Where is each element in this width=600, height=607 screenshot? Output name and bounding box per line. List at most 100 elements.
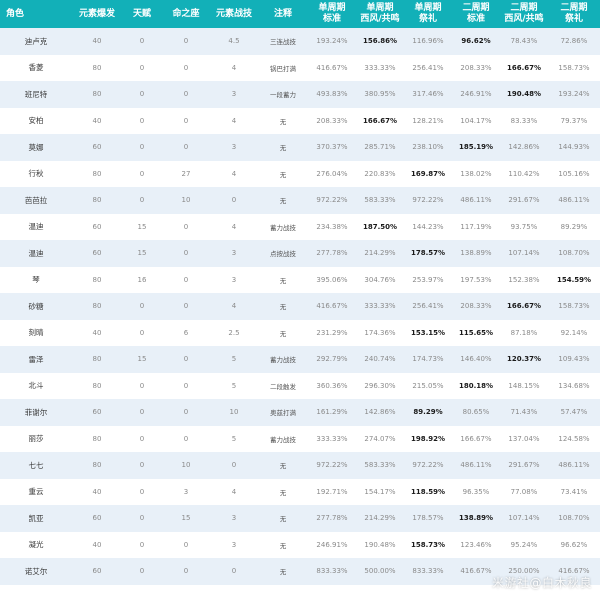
recharge-value: 166.67% [356,107,404,134]
table-row: 琴 80 16 0 3 无 395.06% 304.76% 253.97% 197.53% 152.… [0,266,600,293]
recharge-value: 277.78% [308,505,356,532]
recharge-value: 124.58% [548,425,600,452]
recharge-value: 146.40% [452,346,500,373]
skill-value: 4.5 [210,28,258,55]
burst-energy: 80 [72,293,122,320]
skill-value: 4 [210,107,258,134]
recharge-value: 77.08% [500,478,548,505]
recharge-value: 274.07% [356,425,404,452]
character-name: 重云 [0,478,72,505]
recharge-value: 583.33% [356,187,404,214]
recharge-value: 190.48% [500,81,548,108]
constellation-value: 15 [162,505,210,532]
table-row: 七七 80 0 10 0 无 972.22% 583.33% 972.22% 486.11% 291… [0,452,600,479]
recharge-value: 96.62% [548,531,600,558]
note-cell: 蓄力战技 [258,213,308,240]
constellation-value: 0 [162,346,210,373]
recharge-value: 486.11% [548,187,600,214]
table-row: 班尼特 80 0 0 3 一段蓄力 493.83% 380.95% 317.46% 246.91%… [0,81,600,108]
note-cell: 蓄力战技 [258,425,308,452]
recharge-value: 416.67% [452,558,500,585]
constellation-value: 27 [162,160,210,187]
talent-value: 0 [122,478,162,505]
column-header: 单周期 标准 [308,0,356,28]
constellation-value: 6 [162,319,210,346]
recharge-value: 256.41% [404,293,452,320]
constellation-value: 0 [162,372,210,399]
burst-energy: 60 [72,558,122,585]
recharge-value: 161.29% [308,399,356,426]
recharge-value: 95.24% [500,531,548,558]
character-name: 七七 [0,452,72,479]
recharge-value: 123.46% [452,531,500,558]
recharge-value: 192.71% [308,478,356,505]
recharge-value: 208.33% [452,293,500,320]
character-name: 香菱 [0,54,72,81]
talent-value: 0 [122,425,162,452]
recharge-value: 108.70% [548,505,600,532]
skill-value: 5 [210,372,258,399]
character-name: 凝光 [0,531,72,558]
burst-energy: 80 [72,81,122,108]
recharge-value: 120.37% [500,346,548,373]
table-row: 温迪 60 15 0 3 点按战技 277.78% 214.29% 178.57% 138.89%… [0,240,600,267]
talent-value: 15 [122,346,162,373]
recharge-value: 138.89% [452,240,500,267]
character-name: 芭芭拉 [0,187,72,214]
character-name: 温迪 [0,213,72,240]
constellation-value: 0 [162,107,210,134]
talent-value: 0 [122,107,162,134]
constellation-value: 0 [162,240,210,267]
burst-energy: 60 [72,399,122,426]
talent-value: 0 [122,28,162,55]
talent-value: 0 [122,505,162,532]
note-cell: 无 [258,293,308,320]
recharge-value: 142.86% [500,134,548,161]
constellation-value: 0 [162,134,210,161]
character-name: 雷泽 [0,346,72,373]
character-name: 北斗 [0,372,72,399]
recharge-value: 166.67% [500,54,548,81]
recharge-value: 104.17% [452,107,500,134]
skill-value: 5 [210,425,258,452]
character-name: 班尼特 [0,81,72,108]
table-row: 北斗 80 0 0 5 二段触发 360.36% 296.30% 215.05% 180.18% 1… [0,372,600,399]
recharge-value: 166.67% [500,293,548,320]
recharge-value: 833.33% [308,558,356,585]
character-name: 丽莎 [0,425,72,452]
note-cell: 无 [258,319,308,346]
burst-energy: 40 [72,478,122,505]
recharge-value: 833.33% [404,558,452,585]
constellation-value: 10 [162,452,210,479]
recharge-value: 291.67% [500,452,548,479]
note-cell: 无 [258,187,308,214]
recharge-value: 416.67% [308,54,356,81]
character-name: 琴 [0,266,72,293]
column-header: 单周期 祭礼 [404,0,452,28]
talent-value: 0 [122,54,162,81]
recharge-value: 134.68% [548,372,600,399]
recharge-value: 57.47% [548,399,600,426]
constellation-value: 0 [162,213,210,240]
recharge-value: 148.15% [500,372,548,399]
note-cell: 无 [258,160,308,187]
recharge-value: 208.33% [452,54,500,81]
recharge-value: 304.76% [356,266,404,293]
recharge-value: 583.33% [356,452,404,479]
recharge-value: 231.29% [308,319,356,346]
recharge-value: 79.37% [548,107,600,134]
constellation-value: 0 [162,28,210,55]
recharge-value: 285.71% [356,134,404,161]
recharge-value: 246.91% [308,531,356,558]
skill-value: 4 [210,160,258,187]
talent-value: 0 [122,187,162,214]
skill-value: 0 [210,558,258,585]
skill-value: 0 [210,187,258,214]
talent-value: 0 [122,531,162,558]
recharge-value: 486.11% [452,452,500,479]
recharge-value: 178.57% [404,505,452,532]
burst-energy: 80 [72,452,122,479]
recharge-value: 972.22% [404,452,452,479]
talent-value: 0 [122,399,162,426]
skill-value: 3 [210,266,258,293]
